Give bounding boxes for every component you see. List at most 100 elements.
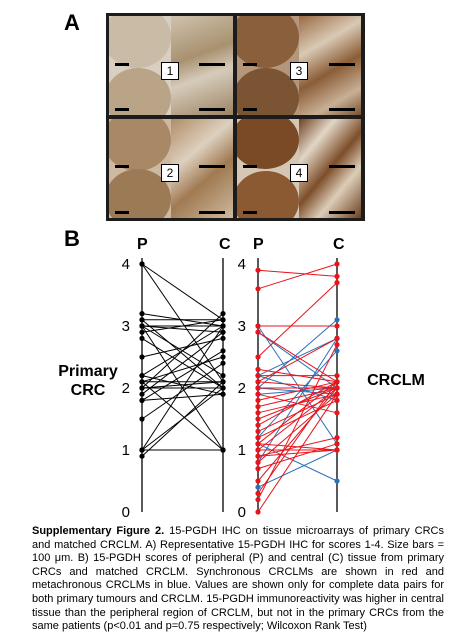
synchronous-point-p <box>255 497 261 503</box>
synchronous-pair-line <box>257 282 338 358</box>
tissue-magnified <box>171 119 233 218</box>
primary-pair-line <box>141 356 224 383</box>
primary-point-p <box>139 335 145 341</box>
primary-pair-line <box>141 381 224 389</box>
primary-tick-label: 0 <box>122 504 130 521</box>
primary-point-p <box>139 373 145 379</box>
synchronous-point-c <box>334 385 340 391</box>
primary-point-p <box>139 261 145 267</box>
scale-bar <box>243 108 257 111</box>
synchronous-point-c <box>334 273 340 279</box>
synchronous-pair-line <box>257 443 338 470</box>
scale-bar <box>329 165 355 168</box>
tissue-magnified <box>299 119 361 218</box>
primary-crc-label-line1: Primary <box>58 363 118 380</box>
synchronous-point-c <box>334 435 340 441</box>
crclm-tick-label: 3 <box>238 318 246 335</box>
primary-point-p <box>139 323 145 329</box>
primary-point-p <box>139 416 145 422</box>
primary-point-p <box>139 447 145 453</box>
primary-point-c <box>220 323 226 329</box>
primary-crc-label: Primary CRC <box>40 362 136 400</box>
primary-point-c <box>220 391 226 397</box>
synchronous-point-p <box>255 453 261 459</box>
synchronous-pair-line <box>257 381 338 401</box>
primary-c-axis-label: C <box>219 236 231 253</box>
primary-point-c <box>220 317 226 323</box>
synchronous-point-p <box>255 366 261 372</box>
metachronous-point-c <box>334 478 340 484</box>
primary-pair-line <box>141 381 224 457</box>
synchronous-point-p <box>255 397 261 403</box>
primary-p-axis-label: P <box>137 236 148 253</box>
primary-pair-line <box>141 325 224 333</box>
tissue-core <box>237 68 299 115</box>
tissue-core <box>109 68 171 115</box>
score-label-4: 4 <box>290 164 308 182</box>
metachronous-point-c <box>334 317 340 323</box>
primary-point-p <box>139 317 145 323</box>
synchronous-point-c <box>334 323 340 329</box>
primary-crc-label-line2: CRC <box>70 382 106 399</box>
metachronous-pair-line <box>257 350 338 438</box>
primary-point-p <box>139 311 145 317</box>
primary-pair-line <box>141 331 224 395</box>
synchronous-pair-line <box>257 387 338 408</box>
synchronous-point-p <box>255 379 261 385</box>
synchronous-point-p <box>255 267 261 273</box>
primary-point-p <box>139 329 145 335</box>
crclm-c-axis-label: C <box>333 236 345 253</box>
synchronous-point-c <box>334 342 340 348</box>
scale-bar <box>115 165 129 168</box>
primary-tick-label: 1 <box>122 442 130 459</box>
synchronous-pair-line <box>257 269 338 277</box>
synchronous-point-p <box>255 410 261 416</box>
scale-bar <box>115 108 129 111</box>
metachronous-pair-line <box>257 338 338 463</box>
primary-point-p <box>139 453 145 459</box>
primary-pair-line <box>141 325 224 451</box>
synchronous-point-p <box>255 422 261 428</box>
synchronous-pair-line <box>257 393 338 513</box>
primary-point-p <box>139 354 145 360</box>
score-label-3: 3 <box>290 62 308 80</box>
metachronous-point-c <box>334 348 340 354</box>
scale-bar <box>329 63 355 66</box>
scale-bar <box>329 211 355 214</box>
synchronous-point-p <box>255 478 261 484</box>
tissue-core <box>109 169 171 218</box>
primary-pair-line <box>141 319 224 389</box>
synchronous-point-p <box>255 459 261 465</box>
primary-pair-line <box>141 381 224 451</box>
primary-point-c <box>220 447 226 453</box>
synchronous-pair-line <box>257 263 338 290</box>
synchronous-point-p <box>255 323 261 329</box>
primary-tick-label: 2 <box>122 380 130 397</box>
scale-bar <box>115 211 129 214</box>
caption-body: 15-PGDH IHC on tissue microarrays of pri… <box>32 525 444 633</box>
ihc-image-grid: 1 3 2 4 <box>106 13 365 221</box>
synchronous-point-c <box>334 391 340 397</box>
synchronous-point-p <box>255 466 261 472</box>
metachronous-point-p <box>255 484 261 490</box>
primary-pair-line <box>141 263 224 321</box>
metachronous-pair-line <box>257 449 338 488</box>
synchronous-point-p <box>255 428 261 434</box>
synchronous-pair-line <box>257 393 338 463</box>
synchronous-point-c <box>334 335 340 341</box>
synchronous-pair-line <box>257 331 338 383</box>
synchronous-pair-line <box>257 387 338 451</box>
synchronous-point-c <box>334 280 340 286</box>
synchronous-point-c <box>334 441 340 447</box>
primary-tick-label: 3 <box>122 318 130 335</box>
tissue-core <box>237 171 299 218</box>
synchronous-point-p <box>255 435 261 441</box>
synchronous-point-p <box>255 385 261 391</box>
scale-bar <box>329 108 355 111</box>
primary-pair-line <box>141 362 224 420</box>
primary-point-p <box>139 391 145 397</box>
synchronous-pair-line <box>257 344 338 500</box>
primary-pair-line <box>141 350 224 401</box>
primary-point-c <box>220 329 226 335</box>
